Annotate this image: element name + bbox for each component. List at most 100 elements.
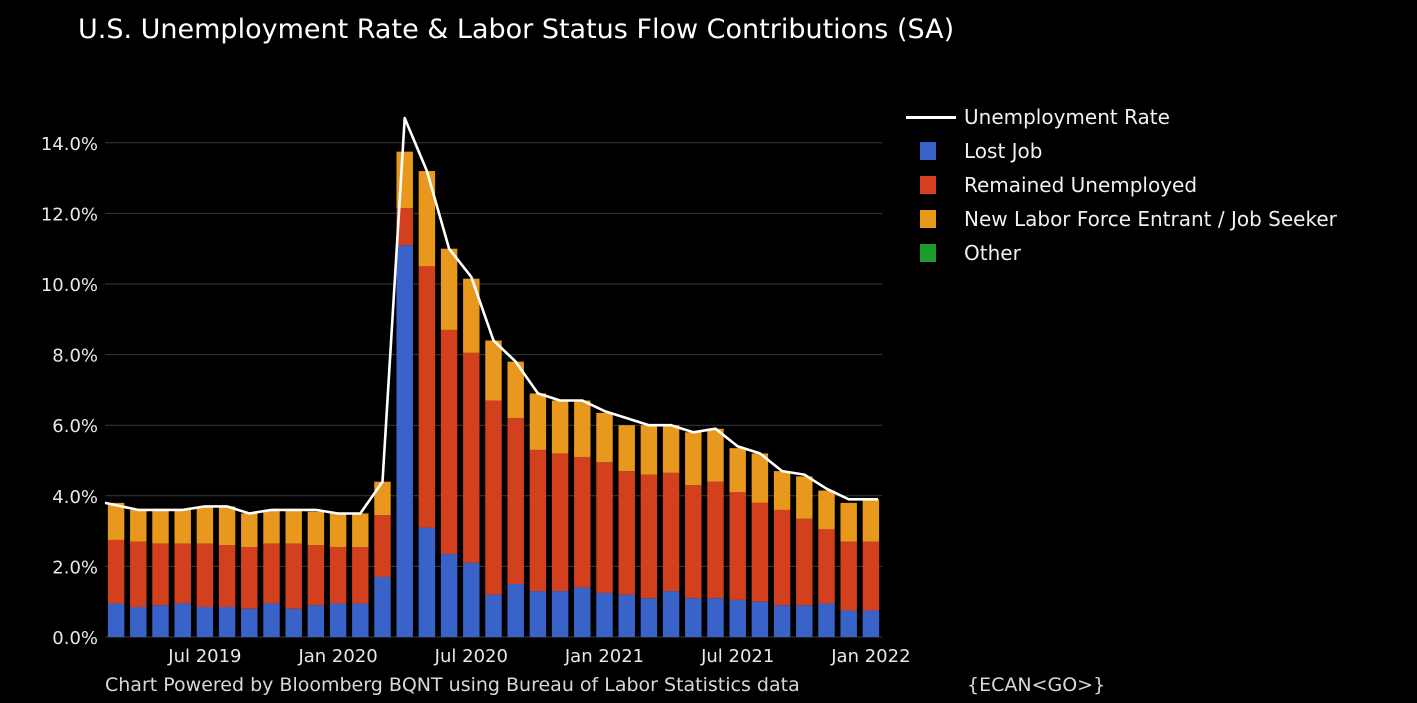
legend-color-swatch <box>920 176 936 194</box>
bar-segment-lost-job <box>263 603 280 637</box>
bar-segment-lost-job <box>618 594 635 637</box>
bar-segment-new-labor-force-entrant-job-seeker <box>662 425 680 473</box>
bar-segment-remained-unemployed <box>440 329 458 555</box>
bar-segment-new-labor-force-entrant-job-seeker <box>485 340 502 401</box>
bar-segment-remained-unemployed <box>107 539 125 604</box>
bar-segment-lost-job <box>729 599 746 637</box>
bar-segment-lost-job <box>329 603 347 637</box>
bar-segment-new-labor-force-entrant-job-seeker <box>507 361 524 419</box>
bar-segment-new-labor-force-entrant-job-seeker <box>463 278 480 353</box>
bar-segment-remained-unemployed <box>218 545 236 607</box>
bar-segment-lost-job <box>507 584 524 637</box>
bar-segment-new-labor-force-entrant-job-seeker <box>418 171 436 267</box>
y-tick-label: 6.0% <box>52 416 98 437</box>
y-tick-label: 4.0% <box>52 487 98 508</box>
bar-segment-remained-unemployed <box>196 543 214 607</box>
bar-segment-remained-unemployed <box>818 529 835 604</box>
bar-segment-remained-unemployed <box>529 449 547 592</box>
bar-segment-lost-job <box>174 603 191 637</box>
y-tick-label: 2.0% <box>52 557 98 578</box>
bar-segment-lost-job <box>307 605 325 637</box>
bar-segment-lost-job <box>773 605 791 637</box>
bar-segment-lost-job <box>485 594 502 637</box>
bar-segment-lost-job <box>751 601 769 637</box>
bar-segment-remained-unemployed <box>352 546 369 604</box>
y-axis: 0.0% 2.0% 4.0% 6.0% 8.0% 10.0% 12.0% 14.0% <box>41 134 98 649</box>
legend-item: New Labor Force Entrant / Job Seeker <box>906 202 1337 236</box>
stacked-bars <box>107 151 880 638</box>
legend-item: Remained Unemployed <box>906 168 1337 202</box>
legend-line-swatch <box>906 115 956 119</box>
bar-segment-remained-unemployed <box>329 546 347 604</box>
bar-segment-lost-job <box>241 608 258 637</box>
legend-item: Lost Job <box>906 134 1337 168</box>
bar-segment-remained-unemployed <box>130 541 147 607</box>
bar-segment-new-labor-force-entrant-job-seeker <box>551 400 569 454</box>
legend-label: Remained Unemployed <box>964 173 1198 197</box>
bar-segment-remained-unemployed <box>485 400 502 595</box>
legend-label: New Labor Force Entrant / Job Seeker <box>964 207 1337 231</box>
bar-segment-new-labor-force-entrant-job-seeker <box>130 509 147 542</box>
bar-segment-lost-job <box>707 598 724 637</box>
bar-segment-remained-unemployed <box>174 543 191 604</box>
bar-segment-remained-unemployed <box>707 481 724 599</box>
bar-segment-remained-unemployed <box>574 456 591 588</box>
bar-segment-remained-unemployed <box>773 509 791 606</box>
bar-segment-lost-job <box>640 598 658 637</box>
bar-segment-lost-job <box>662 591 680 637</box>
y-tick-label: 8.0% <box>52 346 98 367</box>
x-tick-label: Jan 2021 <box>564 646 644 667</box>
unemployment-rate-line <box>104 116 878 515</box>
bar-segment-lost-job <box>596 592 613 637</box>
x-tick-label: Jan 2020 <box>297 646 377 667</box>
legend-color-swatch <box>920 244 936 262</box>
bar-segment-remained-unemployed <box>751 502 769 602</box>
bar-segment-new-labor-force-entrant-job-seeker <box>729 448 746 493</box>
legend-label: Other <box>964 241 1021 265</box>
bar-segment-new-labor-force-entrant-job-seeker <box>285 509 302 544</box>
bar-segment-lost-job <box>396 245 413 638</box>
bar-segment-lost-job <box>218 606 236 637</box>
chart-title: U.S. Unemployment Rate & Labor Status Fl… <box>78 14 955 45</box>
bar-segment-lost-job <box>818 603 835 637</box>
ecan-command: {ECAN<GO>} <box>967 674 1106 696</box>
bar-segment-new-labor-force-entrant-job-seeker <box>818 490 835 530</box>
bar-segment-remained-unemployed <box>241 546 258 609</box>
bar-segment-new-labor-force-entrant-job-seeker <box>218 506 236 546</box>
bar-segment-remained-unemployed <box>862 541 880 611</box>
bar-segment-remained-unemployed <box>152 543 169 606</box>
bar-segment-remained-unemployed <box>374 515 391 577</box>
bar-segment-new-labor-force-entrant-job-seeker <box>751 453 769 503</box>
bar-segment-lost-job <box>152 605 169 637</box>
x-tick-label: Jul 2021 <box>700 646 774 667</box>
bar-segment-lost-job <box>551 591 569 637</box>
bar-segment-lost-job <box>529 591 547 637</box>
legend-color-swatch <box>920 142 936 160</box>
bar-segment-new-labor-force-entrant-job-seeker <box>374 481 391 516</box>
bar-segment-lost-job <box>374 576 391 637</box>
bar-segment-remained-unemployed <box>263 543 280 604</box>
bar-segment-new-labor-force-entrant-job-seeker <box>263 509 280 544</box>
legend: Unemployment Rate Lost Job Remained Unempl… <box>906 100 1337 270</box>
bar-segment-new-labor-force-entrant-job-seeker <box>241 513 258 547</box>
legend-color-swatch <box>920 210 936 228</box>
bar-segment-new-labor-force-entrant-job-seeker <box>596 412 613 463</box>
bar-segment-lost-job <box>418 527 436 637</box>
bar-segment-new-labor-force-entrant-job-seeker <box>840 502 857 542</box>
x-tick-label: Jul 2020 <box>434 646 508 667</box>
bar-segment-remained-unemployed <box>618 471 635 595</box>
bar-segment-lost-job <box>685 598 702 637</box>
bar-segment-remained-unemployed <box>507 418 524 585</box>
bar-segment-new-labor-force-entrant-job-seeker <box>440 248 458 330</box>
bar-segment-new-labor-force-entrant-job-seeker <box>618 425 635 472</box>
bar-segment-lost-job <box>107 603 125 637</box>
legend-label: Lost Job <box>964 139 1043 163</box>
bar-segment-new-labor-force-entrant-job-seeker <box>574 400 591 457</box>
bar-segment-new-labor-force-entrant-job-seeker <box>352 513 369 547</box>
source-note: Chart Powered by Bloomberg BQNT using Bu… <box>105 674 800 696</box>
bar-segment-remained-unemployed <box>840 541 857 611</box>
bar-segment-lost-job <box>840 610 857 637</box>
bar-segment-remained-unemployed <box>729 492 746 600</box>
x-tick-label: Jul 2019 <box>167 646 241 667</box>
